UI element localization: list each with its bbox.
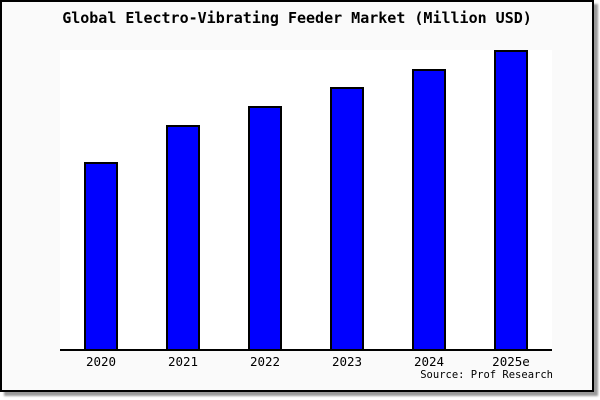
x-tick-label-2021: 2021 bbox=[167, 354, 199, 369]
bar-2022 bbox=[248, 106, 282, 349]
plot-area bbox=[60, 50, 552, 351]
x-tick-label-2024: 2024 bbox=[413, 354, 445, 369]
chart-figure: Global Electro-Vibrating Feeder Market (… bbox=[0, 0, 594, 392]
x-tick-label-2020: 2020 bbox=[85, 354, 117, 369]
x-tick-label-2022: 2022 bbox=[249, 354, 281, 369]
bar-2021 bbox=[166, 125, 200, 349]
bar-2020 bbox=[84, 162, 118, 349]
bar-2023 bbox=[330, 87, 364, 349]
bar-2025e bbox=[494, 50, 528, 349]
bar-2024 bbox=[412, 69, 446, 349]
x-tick-label-2023: 2023 bbox=[331, 354, 363, 369]
x-tick-label-2025e: 2025e bbox=[492, 354, 530, 369]
source-credit: Source: Prof Research bbox=[420, 369, 553, 381]
chart-title: Global Electro-Vibrating Feeder Market (… bbox=[62, 9, 532, 27]
